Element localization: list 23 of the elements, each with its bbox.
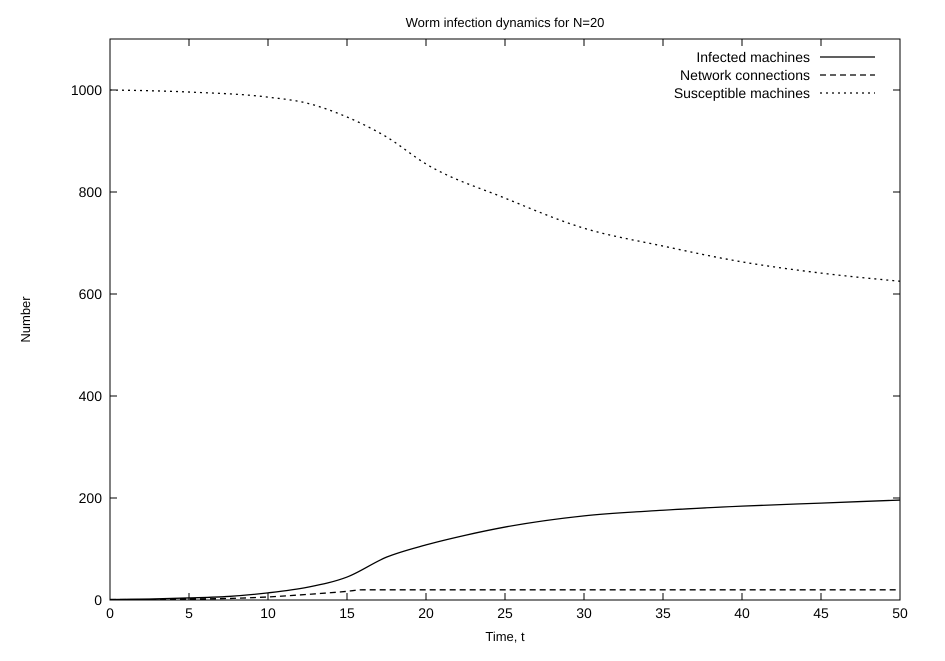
x-tick-label: 20	[418, 605, 434, 621]
x-tick-label: 5	[185, 605, 194, 621]
y-tick-label: 600	[78, 286, 102, 302]
chart-title: Worm infection dynamics for N=20	[406, 15, 604, 30]
y-tick-label: 200	[78, 490, 102, 506]
x-tick-label: 50	[892, 605, 908, 621]
x-tick-label: 35	[655, 605, 671, 621]
y-tick-label: 400	[78, 388, 102, 404]
y-axis-title: Number	[18, 296, 33, 343]
legend-label: Network connections	[680, 66, 810, 83]
x-tick-label: 25	[497, 605, 513, 621]
x-tick-label: 0	[106, 605, 114, 621]
x-tick-label: 45	[813, 605, 829, 621]
y-tick-label: 0	[94, 592, 102, 608]
legend-label: Susceptible machines	[674, 84, 810, 101]
y-tick-label: 1000	[70, 82, 102, 98]
x-tick-label: 15	[339, 605, 355, 621]
x-tick-label: 10	[260, 605, 276, 621]
legend-label: Infected machines	[696, 48, 810, 65]
x-tick-label: 30	[576, 605, 592, 621]
x-axis-title: Time, t	[485, 629, 526, 644]
x-tick-label: 40	[734, 605, 750, 621]
y-tick-label: 800	[78, 184, 102, 200]
